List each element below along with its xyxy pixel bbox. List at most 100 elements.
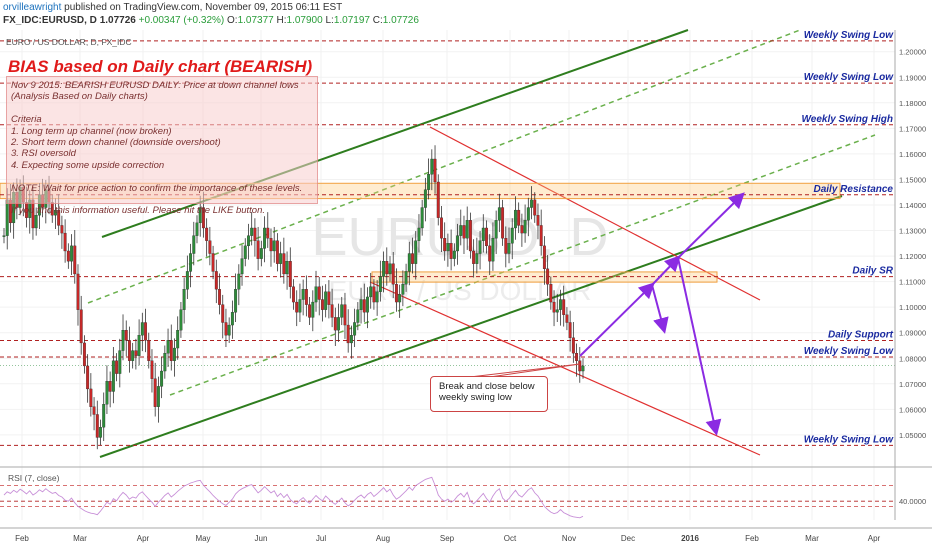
candle-body [382, 261, 386, 277]
projection-arrow [677, 192, 745, 259]
candle-body [298, 299, 302, 313]
symbol-line: FX_IDC:EURUSD, D 1.07726 +0.00347 (+0.32… [3, 15, 419, 26]
candle-body [311, 301, 315, 318]
analysis-notes: Nov 9 2015: BEARISH EURUSD DAILY: Price … [6, 76, 318, 216]
price-tick-label: 1.18000 [899, 99, 926, 108]
candle-body [263, 227, 266, 249]
candle-body [192, 235, 196, 254]
candle-body [491, 238, 495, 262]
price-tick-label: 1.19000 [899, 73, 926, 82]
open-label: O: [227, 15, 238, 26]
candle-body [185, 271, 189, 290]
candle-body [140, 322, 144, 336]
price-tick-label: 1.20000 [899, 48, 926, 57]
candle-body [417, 227, 421, 241]
price-tick-label: 1.16000 [899, 150, 926, 159]
candle-body [160, 370, 164, 387]
candle-body [243, 245, 247, 259]
candle-body [195, 222, 199, 236]
candle-body [102, 404, 106, 428]
candle-body [111, 360, 115, 392]
candle-body [121, 330, 125, 351]
candle-body [423, 189, 427, 208]
candle-body [559, 299, 562, 310]
candle-body [182, 289, 186, 310]
candle-body [234, 289, 238, 313]
candle-body [269, 238, 273, 252]
price-tick-label: 1.13000 [899, 227, 926, 236]
candle-body [375, 291, 379, 303]
close-label: C: [372, 15, 383, 26]
author-link[interactable]: orvilleawright [3, 2, 62, 13]
price-axis-bg [895, 30, 932, 520]
candle-body [378, 276, 382, 292]
price-axis[interactable]: 1.20000 1.19000 1.18000 1.17000 1.16000 1.150… [894, 30, 932, 520]
time-tick-label: Mar [805, 534, 819, 543]
candle-body [301, 289, 305, 300]
price-tick-label: 1.07000 [899, 380, 926, 389]
time-tick-label: Oct [504, 534, 517, 543]
note-line [11, 171, 313, 182]
candle-body [247, 235, 250, 247]
candle-body [156, 386, 160, 407]
candle-body [420, 207, 424, 229]
candle-body [237, 273, 241, 290]
time-tick-label: Mar [73, 534, 87, 543]
candle-body [198, 207, 202, 224]
candle-body [366, 296, 369, 313]
candle-body [465, 220, 469, 239]
price-tick-label: 1.11000 [899, 278, 926, 287]
symbol-name: FX_IDC:EURUSD, D [3, 15, 97, 26]
candle-body [189, 253, 193, 272]
candle-body [536, 215, 540, 226]
candle-body [507, 243, 511, 254]
candle-body [462, 225, 466, 239]
candle-body [95, 414, 99, 438]
candle-body [449, 243, 453, 259]
candle-body [82, 342, 86, 367]
level-label: Weekly Swing Low [804, 30, 894, 41]
candle-body [221, 304, 225, 323]
candle-body [63, 232, 67, 252]
time-tick-label: Feb [15, 534, 29, 543]
price-tick-label: 1.12000 [899, 252, 926, 261]
candle-body [481, 227, 485, 241]
candle-body [279, 253, 283, 264]
candle-body [288, 261, 292, 287]
projection-arrow [579, 282, 655, 357]
rsi-line [3, 476, 584, 519]
time-tick-label: Jun [255, 534, 268, 543]
candle-body [533, 199, 537, 216]
candle-body [227, 324, 231, 336]
level-label: Weekly Swing Low [804, 346, 894, 357]
price-tick-label: 1.05000 [899, 431, 926, 440]
candle-body [333, 317, 337, 331]
candle-body [369, 286, 373, 298]
rsi-pane: 40.0000 [0, 466, 932, 519]
candle-body [105, 381, 109, 405]
candle-body [250, 227, 254, 236]
candle-body [401, 284, 405, 295]
candle-body [546, 268, 550, 285]
candle-body [118, 350, 122, 374]
candle-body [124, 330, 128, 341]
time-axis[interactable]: Feb Mar Apr May Jun Jul Aug Sep Oct Nov Dec 2016 Feb… [0, 527, 932, 543]
candle-body [430, 158, 434, 175]
note-line: If you find this information useful. Ple… [11, 205, 266, 217]
candle-body [356, 309, 360, 323]
candle-body [452, 250, 456, 259]
candle-body [179, 309, 183, 331]
candle-body [346, 324, 350, 344]
candle-body [353, 322, 357, 336]
candle-body [54, 209, 57, 216]
close-value: 1.07726 [382, 15, 419, 26]
candle-body [108, 381, 112, 392]
candle-body [388, 263, 392, 275]
candle-body [501, 207, 505, 239]
price-tick-label: 1.14000 [899, 201, 926, 210]
candle-body [542, 245, 546, 270]
candle-body [581, 365, 585, 372]
candle-body [256, 240, 260, 259]
candle-body [79, 309, 83, 344]
